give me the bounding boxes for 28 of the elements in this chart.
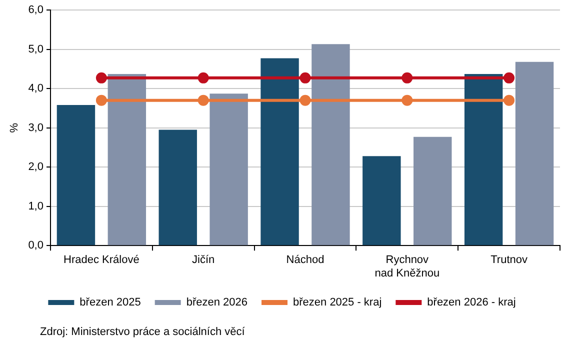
x-tick-label: Jičín xyxy=(192,254,215,266)
y-tick-label: 4,0 xyxy=(28,82,44,95)
bar xyxy=(108,74,146,246)
x-tick-label: Náchod xyxy=(286,254,324,266)
y-tick-label: 5,0 xyxy=(28,43,44,56)
legend-label: březen 2026 xyxy=(186,296,248,309)
y-tick-label: 6,0 xyxy=(28,4,44,16)
legend-label: březen 2025 xyxy=(80,296,141,309)
y-axis-title: % xyxy=(8,122,21,133)
bar xyxy=(210,94,248,246)
y-tick-label: 2,0 xyxy=(28,161,44,174)
bar xyxy=(260,58,299,246)
bar xyxy=(515,62,554,246)
x-tick-label: Rychnov nad Kněžnou xyxy=(374,254,440,280)
legend-label: březen 2026 - kraj xyxy=(427,296,516,309)
y-tick-label: 1,0 xyxy=(28,200,44,212)
bar xyxy=(414,136,452,246)
x-tick-label: Hradec Králové xyxy=(64,254,140,266)
y-tick-label: 3,0 xyxy=(28,122,44,134)
legend-label: březen 2025 - kraj xyxy=(293,296,382,309)
text: Zdroj: Ministerstvo práce a sociálních věcí xyxy=(40,326,245,338)
bar xyxy=(56,105,96,246)
bar xyxy=(158,130,197,246)
x-tick-label: Trutnov xyxy=(490,254,528,266)
bar xyxy=(464,74,503,246)
y-tick-label: 0,0 xyxy=(28,240,44,252)
bar xyxy=(312,44,350,246)
bar xyxy=(362,156,401,246)
